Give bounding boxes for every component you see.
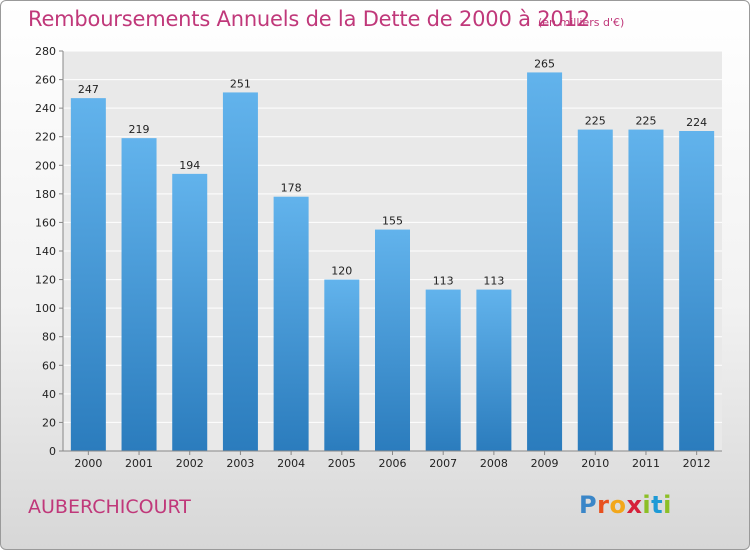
- x-tick-label-2004: 2004: [277, 457, 305, 470]
- data-label-2006: 155: [382, 215, 403, 228]
- logo-letter: i: [642, 491, 652, 519]
- x-tick-label-2007: 2007: [429, 457, 457, 470]
- data-label-2005: 120: [331, 265, 352, 278]
- bar-2007: [425, 289, 461, 451]
- y-tick-label: 60: [42, 359, 56, 372]
- logo-letter: o: [609, 491, 627, 519]
- data-label-2011: 225: [635, 115, 656, 128]
- data-labels: 247 219 194 251 178 120 155 113 113 265 225 225 224: [78, 57, 707, 287]
- data-label-2004: 178: [281, 182, 302, 195]
- y-tick-label: 220: [35, 131, 56, 144]
- logo-letter: i: [663, 491, 672, 519]
- data-label-2012: 224: [686, 116, 707, 129]
- bar-2010: [577, 129, 613, 452]
- bar-2004: [273, 196, 309, 451]
- bars: [70, 72, 715, 452]
- bar-2002: [172, 173, 208, 451]
- y-tick-label: 40: [42, 388, 56, 401]
- x-tick-label-2002: 2002: [176, 457, 204, 470]
- x-tick-label-2006: 2006: [379, 457, 407, 470]
- data-label-2002: 194: [179, 159, 200, 172]
- y-tick-label: 160: [35, 216, 56, 229]
- chart-unit: (en milliers d'€): [538, 16, 625, 29]
- y-axis-labels: 0 20 40 60 80 100 120 140 160 180 200 220 240 260 280: [35, 45, 63, 458]
- bar-2001: [121, 138, 157, 451]
- y-tick-label: 280: [35, 45, 56, 58]
- x-axis-labels: 2000 2001 2002 2003 2004 2005 2006 2007 2008 2009…: [74, 451, 711, 470]
- x-tick-label-2005: 2005: [328, 457, 356, 470]
- y-tick-label: 200: [35, 159, 56, 172]
- logo-letter: r: [597, 491, 610, 519]
- x-tick-label-2009: 2009: [531, 457, 559, 470]
- data-label-2003: 251: [230, 77, 251, 90]
- bar-2008: [476, 289, 512, 451]
- x-tick-label-2011: 2011: [632, 457, 660, 470]
- bar-2009: [527, 72, 563, 451]
- y-tick-label: 120: [35, 274, 56, 287]
- x-tick-label-2012: 2012: [683, 457, 711, 470]
- logo-letter: t: [651, 491, 664, 519]
- data-label-2008: 113: [483, 275, 504, 288]
- bar-2000: [70, 98, 106, 452]
- x-tick-label-2003: 2003: [226, 457, 254, 470]
- data-label-2000: 247: [78, 83, 99, 96]
- y-tick-label: 260: [35, 74, 56, 87]
- y-tick-label: 180: [35, 188, 56, 201]
- data-label-2001: 219: [129, 123, 150, 136]
- bar-2006: [375, 229, 410, 451]
- commune-name: AUBERCHICOURT: [28, 496, 191, 518]
- data-label-2007: 113: [433, 275, 454, 288]
- x-tick-label-2000: 2000: [74, 457, 102, 470]
- y-tick-label: 140: [35, 245, 56, 258]
- x-tick-label-2008: 2008: [480, 457, 508, 470]
- x-tick-label-2010: 2010: [581, 457, 609, 470]
- y-tick-label: 0: [49, 445, 56, 458]
- bar-2011: [628, 129, 664, 452]
- data-label-2009: 265: [534, 57, 555, 70]
- y-tick-label: 100: [35, 302, 56, 315]
- y-tick-label: 20: [42, 416, 56, 429]
- y-tick-label: 240: [35, 102, 56, 115]
- data-label-2010: 225: [585, 115, 606, 128]
- y-tick-label: 80: [42, 331, 56, 344]
- bar-2012: [679, 131, 715, 451]
- bar-2003: [222, 92, 258, 451]
- logo-letter: P: [579, 491, 598, 519]
- proxiti-logo: Proxiti: [579, 491, 672, 519]
- bar-2005: [324, 279, 360, 451]
- logo-letter: x: [626, 491, 643, 519]
- chart-title: Remboursements Annuels de la Dette de 20…: [28, 7, 590, 31]
- x-tick-label-2001: 2001: [125, 457, 153, 470]
